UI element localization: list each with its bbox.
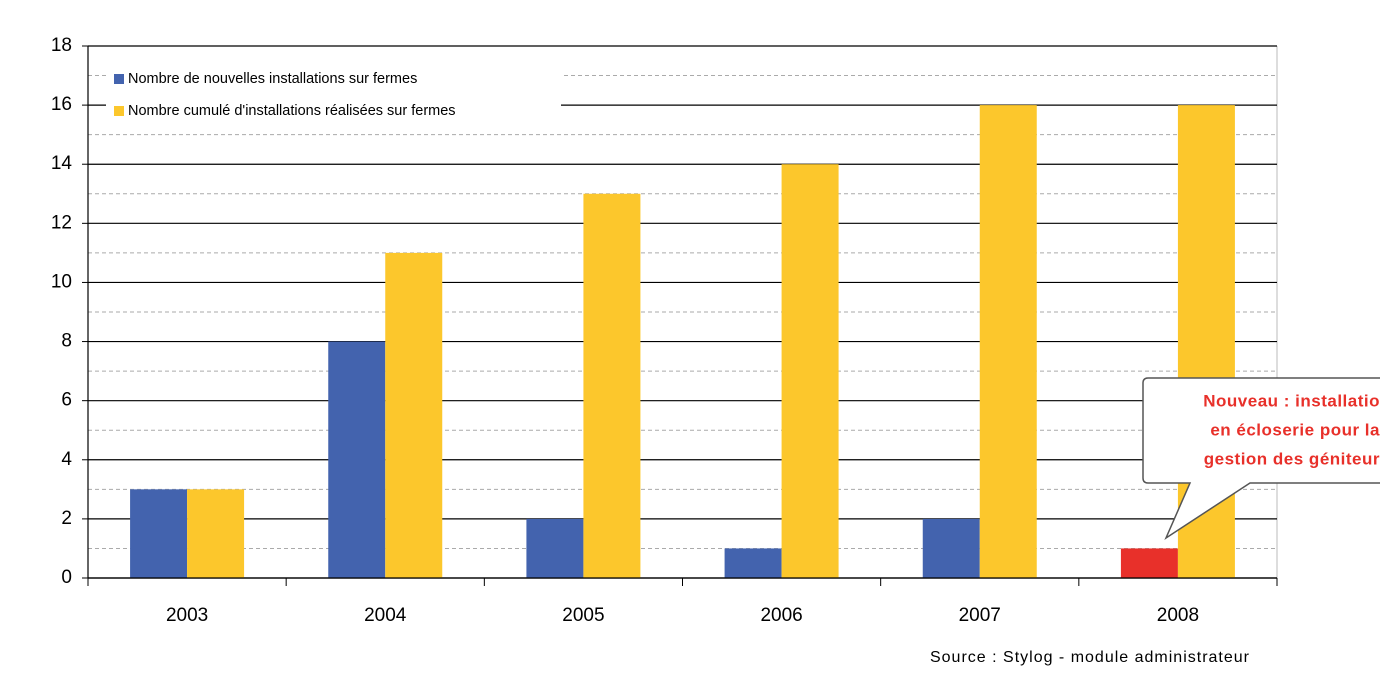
y-tick-label: 10 bbox=[51, 271, 72, 292]
y-tick-label: 6 bbox=[61, 390, 72, 411]
bar bbox=[385, 252, 443, 578]
x-tick-label: 2007 bbox=[959, 605, 1001, 626]
x-tick-label: 2005 bbox=[562, 605, 604, 626]
legend-swatch bbox=[114, 74, 124, 84]
x-tick-label: 2006 bbox=[760, 605, 802, 626]
callout bbox=[1142, 377, 1380, 541]
bar bbox=[724, 548, 782, 578]
x-tick-label: 2008 bbox=[1157, 605, 1199, 626]
y-tick-label: 16 bbox=[51, 94, 72, 115]
y-tick-label: 4 bbox=[61, 449, 72, 470]
legend-label: Nombre cumulé d'installations réalisées … bbox=[128, 103, 456, 119]
y-tick-label: 12 bbox=[51, 212, 72, 233]
y-tick-label: 8 bbox=[61, 331, 72, 352]
bar bbox=[130, 489, 188, 578]
y-tick-label: 14 bbox=[51, 153, 73, 174]
bar bbox=[187, 489, 245, 578]
legend-box bbox=[106, 63, 561, 123]
legend-label: Nombre de nouvelles installations sur fe… bbox=[128, 71, 417, 87]
callout-text: en écloserie pour la bbox=[1210, 420, 1380, 439]
y-tick-label: 18 bbox=[51, 35, 72, 56]
bar bbox=[979, 105, 1037, 578]
bar bbox=[781, 164, 839, 578]
y-tick-label: 2 bbox=[61, 508, 72, 529]
x-tick-label: 2003 bbox=[166, 605, 208, 626]
callout-text: Nouveau : installatio bbox=[1203, 391, 1380, 410]
bar bbox=[328, 341, 386, 578]
callout-text: gestion des géniteur bbox=[1204, 449, 1380, 468]
bar bbox=[922, 518, 980, 578]
bar bbox=[1120, 548, 1178, 578]
bar bbox=[526, 518, 584, 578]
legend-swatch bbox=[114, 106, 124, 116]
source: Source : Stylog - module administrateur bbox=[930, 649, 1250, 666]
bar bbox=[583, 193, 641, 578]
y-tick-label: 0 bbox=[61, 567, 72, 588]
x-tick-label: 2004 bbox=[364, 605, 407, 626]
